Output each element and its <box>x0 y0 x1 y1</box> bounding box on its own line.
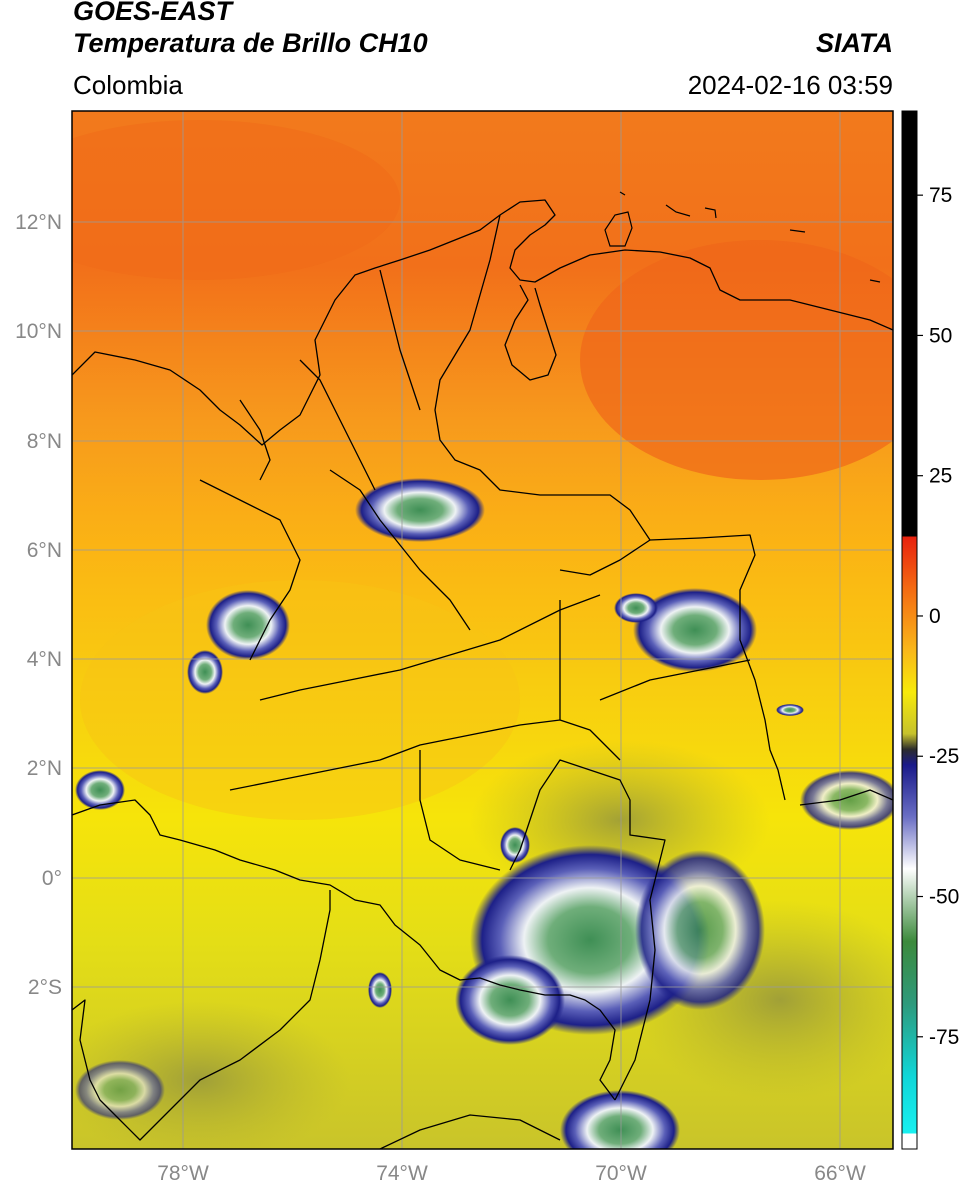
lat-label: 6°N <box>27 539 62 562</box>
islands <box>604 191 881 283</box>
lat-label: 4°N <box>27 648 62 671</box>
agency-label: SIATA <box>816 28 893 58</box>
cloud-cell <box>500 827 530 863</box>
cloud-cell <box>75 770 125 810</box>
country-borders <box>72 199 893 1149</box>
colorbar-tick-label: 50 <box>929 324 952 347</box>
cloud-cell <box>560 1090 680 1149</box>
cloud-cell <box>206 590 290 660</box>
product-title: Temperatura de Brillo CH10 <box>73 28 428 58</box>
colorbar-tick-label: -25 <box>929 745 959 768</box>
lon-label: 74°W <box>376 1162 428 1185</box>
cloud-cell <box>776 704 804 716</box>
cloud-cell <box>614 593 658 623</box>
colorbar-tick-label: 0 <box>929 605 941 628</box>
cloud-cell <box>635 850 765 1010</box>
lat-label: 10°N <box>15 320 62 343</box>
brightness-temperature-field <box>72 111 893 1149</box>
cloud-cell <box>633 588 757 672</box>
cloud-cell <box>355 478 485 542</box>
lon-label: 78°W <box>157 1162 209 1185</box>
lat-label: 12°N <box>15 211 62 234</box>
cloud-cell <box>187 650 223 694</box>
satellite-title: GOES-EAST <box>73 0 233 26</box>
gridlines <box>72 111 893 1149</box>
lon-label: 70°W <box>595 1162 647 1185</box>
colorbar-tick-label: -75 <box>929 1026 959 1049</box>
lat-label: 2°N <box>27 757 62 780</box>
map-frame <box>71 110 894 1150</box>
cloud-cell <box>800 770 893 830</box>
colorbar-tick-label: 25 <box>929 465 952 488</box>
cloud-cell <box>75 1060 165 1120</box>
lat-label: 0° <box>42 867 62 890</box>
lat-label: 8°N <box>27 430 62 453</box>
lat-label: 2°S <box>28 976 62 999</box>
colorbar-tick-label: 75 <box>929 184 952 207</box>
colorbar: 75 50 25 0 -25 -50 -75 <box>901 110 959 1150</box>
lon-label: 66°W <box>814 1162 866 1185</box>
cloud-cell <box>455 955 565 1045</box>
cloud-cell <box>368 972 392 1008</box>
datetime-label: 2024-02-16 03:59 <box>687 70 893 100</box>
region-label: Colombia <box>73 70 183 100</box>
colorbar-tick-label: -50 <box>929 886 959 909</box>
